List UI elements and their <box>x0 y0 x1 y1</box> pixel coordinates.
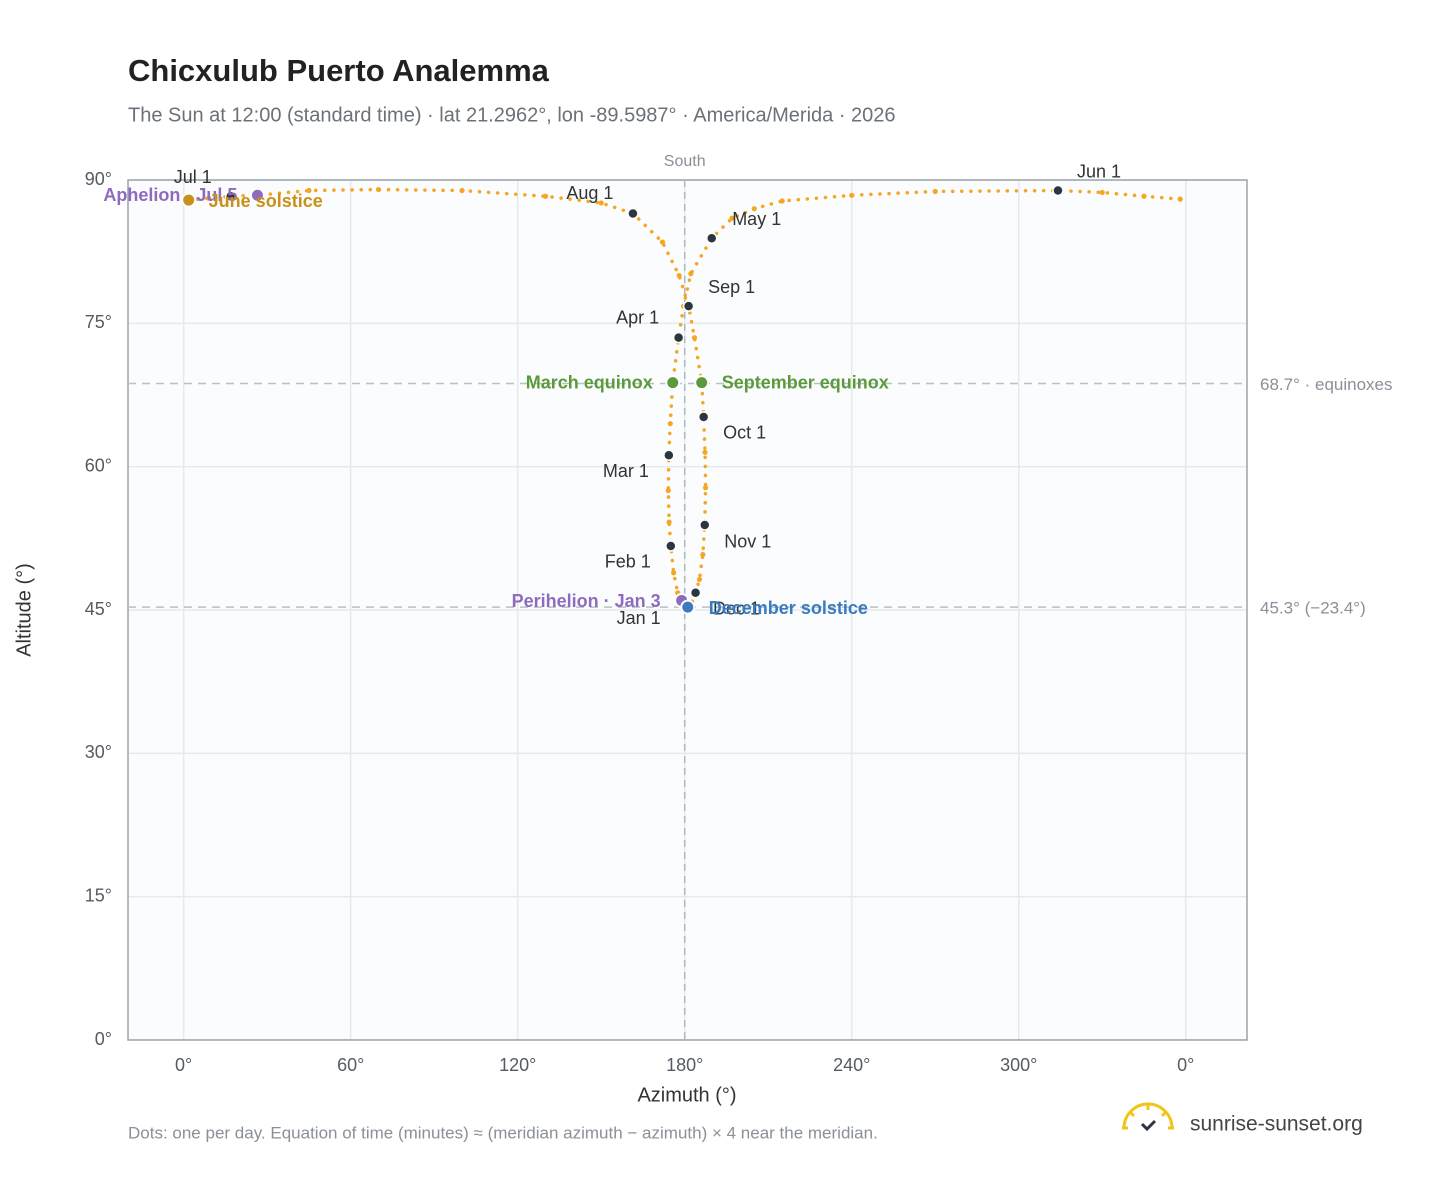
event-label: Aphelion · Jul 5 <box>103 185 237 205</box>
month-label: Jul 1 <box>174 167 212 187</box>
month-label: May 1 <box>732 209 781 229</box>
brand-logo <box>1122 1102 1174 1132</box>
day-dot <box>206 195 212 201</box>
month-dot <box>705 232 718 245</box>
event-dot <box>181 192 197 208</box>
x-tick-label: 0° <box>1177 1055 1194 1075</box>
day-dot <box>688 271 694 277</box>
y-tick-label: 75° <box>85 312 112 332</box>
day-dot <box>751 206 757 212</box>
day-dot <box>696 576 703 583</box>
day-dot <box>670 570 677 576</box>
x-tick-label: 0° <box>175 1055 192 1075</box>
day-dot <box>665 487 671 494</box>
x-tick-label: 120° <box>499 1055 536 1075</box>
month-dot <box>663 449 675 461</box>
day-dot <box>542 193 549 199</box>
month-dot <box>665 540 677 552</box>
day-dot <box>932 188 938 195</box>
x-tick-label: 240° <box>833 1055 870 1075</box>
day-dot <box>849 192 855 198</box>
event-dot <box>694 375 710 391</box>
month-label: Jan 1 <box>617 608 661 628</box>
month-label: Aug 1 <box>566 183 613 203</box>
event-label: September equinox <box>722 372 889 392</box>
month-dot <box>1052 184 1064 197</box>
month-dot <box>672 331 685 344</box>
footnote: Dots: one per day. Equation of time (min… <box>128 1123 878 1142</box>
chart-title: Chicxulub Puerto Analemma <box>128 53 550 88</box>
y-axis-label: Altitude (°) <box>13 563 35 657</box>
day-dot <box>702 485 709 491</box>
month-dot <box>689 587 702 599</box>
day-dot <box>779 198 785 204</box>
event-label: December solstice <box>709 598 868 618</box>
day-dot <box>598 200 604 206</box>
event-label: March equinox <box>526 372 653 392</box>
y-tick-label: 60° <box>85 455 112 475</box>
y-tick-label: 30° <box>85 742 112 762</box>
day-dot <box>459 187 465 194</box>
y-tick-label: 90° <box>85 169 112 189</box>
x-tick-label: 60° <box>337 1055 364 1075</box>
month-dot <box>697 411 710 423</box>
meridian-label: South <box>664 153 706 170</box>
month-label: Jun 1 <box>1077 161 1121 181</box>
plot-frame <box>127 179 1248 1041</box>
month-label: Feb 1 <box>605 552 651 572</box>
event-dot <box>665 375 681 391</box>
month-label: Nov 1 <box>724 532 771 552</box>
day-dot <box>676 272 682 279</box>
day-dot <box>306 187 312 194</box>
analemma-line <box>666 188 1182 607</box>
day-dot <box>1141 193 1147 199</box>
month-label: Mar 1 <box>603 461 649 481</box>
reference-label: 68.7° · equinoxes <box>1260 375 1393 394</box>
x-axis-label: Azimuth (°) <box>637 1084 736 1106</box>
chart-subtitle: The Sun at 12:00 (standard time) · lat 2… <box>128 104 896 126</box>
y-tick-label: 45° <box>85 599 112 619</box>
month-dot <box>224 190 237 202</box>
event-label: June solstice <box>209 191 323 211</box>
month-dot <box>627 207 639 220</box>
event-label: Perihelion · Jan 3 <box>512 591 661 611</box>
month-label: Dec 1 <box>713 599 760 619</box>
y-tick-label: 0° <box>95 1029 112 1049</box>
brand: sunrise-sunset.org <box>1190 1113 1363 1136</box>
reference-label: 45.3° (−23.4°) <box>1260 599 1366 618</box>
month-label: Oct 1 <box>723 423 766 443</box>
month-label: Sep 1 <box>708 277 755 297</box>
month-label: Apr 1 <box>616 307 659 327</box>
month-dot <box>699 519 711 531</box>
day-dot <box>1099 189 1105 196</box>
day-dot <box>691 335 698 341</box>
day-dot <box>666 519 672 525</box>
event-dot <box>249 187 265 203</box>
y-tick-label: 15° <box>85 885 112 905</box>
day-dot <box>667 421 673 427</box>
x-tick-label: 180° <box>666 1055 703 1075</box>
day-dot <box>375 186 382 193</box>
month-dot <box>682 300 695 312</box>
day-dot <box>729 215 735 221</box>
day-dot <box>659 239 666 245</box>
day-dot <box>1177 196 1183 202</box>
x-tick-label: 300° <box>1000 1055 1037 1075</box>
day-dot <box>702 449 708 455</box>
event-dot <box>680 599 696 615</box>
day-dot <box>700 551 706 558</box>
